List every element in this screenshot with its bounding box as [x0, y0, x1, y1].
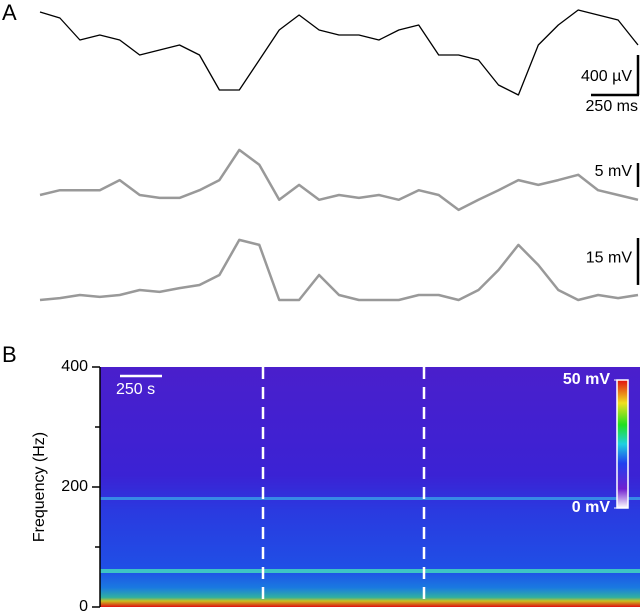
y-tick-label: 0 [79, 598, 88, 615]
scale-bar-label: 5 mV [595, 163, 633, 180]
colorbar [616, 379, 629, 509]
noise-line [100, 497, 640, 500]
scale-bar-label: 15 mV [586, 250, 633, 267]
spectrogram [99, 367, 640, 607]
y-tick-label: 200 [61, 478, 88, 495]
spectrogram-image [100, 367, 640, 607]
panel-label: A [2, 0, 17, 25]
colorbar-label: 50 mV [563, 371, 610, 388]
y-tick-label: 400 [61, 358, 88, 375]
time-bar-label: 250 s [116, 381, 155, 398]
trace [39, 238, 639, 302]
scale-bar-label: 400 µV [581, 68, 632, 85]
time-bar-label: 250 ms [586, 98, 638, 115]
panel-label: B [2, 342, 17, 367]
trace [39, 9, 639, 96]
noise-line [100, 569, 640, 573]
colorbar-label: 0 mV [572, 499, 611, 516]
y-axis-label: Frequency (Hz) [31, 432, 48, 542]
trace [39, 148, 639, 212]
